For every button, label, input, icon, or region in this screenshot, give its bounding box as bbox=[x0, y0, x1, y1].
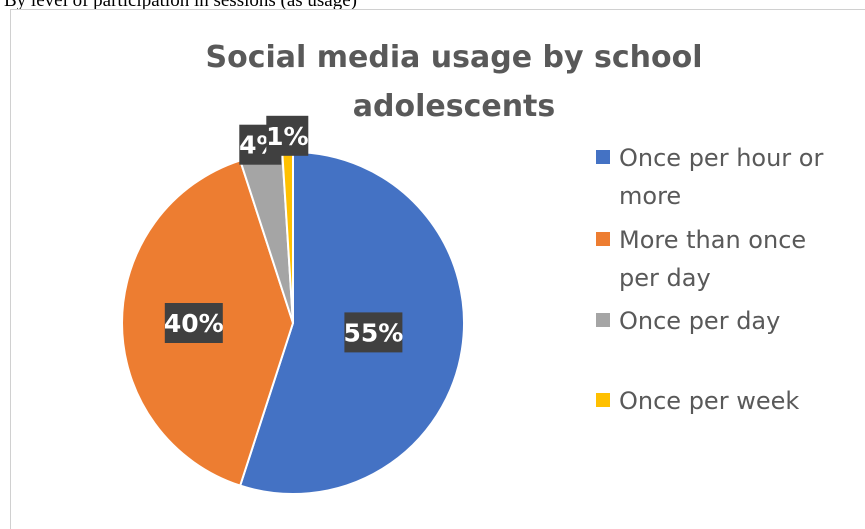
data-label-more-than-once-per-day: 40% bbox=[164, 303, 224, 343]
legend-label: More than once bbox=[619, 226, 806, 254]
pie-chart: Social media usage by school adolescents… bbox=[121, 40, 823, 495]
chart-frame: Social media usage by school adolescents… bbox=[10, 9, 865, 529]
legend-item-once-per-week: Once per week bbox=[596, 387, 799, 415]
data-label-box bbox=[344, 312, 403, 353]
data-labels: 55%40%4%1% bbox=[164, 115, 403, 353]
legend: Once per hour or more More than once per da… bbox=[596, 144, 823, 415]
legend-swatch bbox=[596, 150, 610, 164]
legend-item-once-per-hour-or-more: Once per hour or more bbox=[596, 144, 823, 210]
chart-title-line-2: adolescents bbox=[353, 89, 556, 124]
legend-swatch bbox=[596, 393, 610, 407]
figure-caption: By level of participation in sessions (a… bbox=[4, 0, 357, 9]
legend-swatch bbox=[596, 313, 610, 327]
data-label-value: 55% bbox=[343, 318, 403, 347]
data-label-value: 40% bbox=[164, 309, 224, 338]
data-label-box bbox=[164, 303, 223, 343]
chart-title-line-1: Social media usage by school bbox=[205, 40, 702, 75]
data-label-value: 1% bbox=[266, 122, 308, 151]
legend-item-once-per-day: Once per day bbox=[596, 307, 780, 335]
caption-strip: By level of participation in sessions (a… bbox=[0, 0, 865, 9]
legend-label: per day bbox=[619, 264, 711, 292]
legend-item-more-than-once-per-day: More than once per day bbox=[596, 226, 806, 292]
data-label-box bbox=[266, 115, 309, 156]
chart-title: Social media usage by school adolescents bbox=[205, 40, 702, 124]
legend-label: Once per hour or bbox=[619, 144, 823, 172]
data-label-once-per-week: 1% bbox=[266, 115, 309, 156]
data-label-once-per-hour-or-more: 55% bbox=[343, 312, 403, 353]
legend-label: Once per week bbox=[619, 387, 799, 415]
legend-swatch bbox=[596, 232, 610, 246]
legend-label: more bbox=[619, 182, 681, 210]
legend-label: Once per day bbox=[619, 307, 780, 335]
